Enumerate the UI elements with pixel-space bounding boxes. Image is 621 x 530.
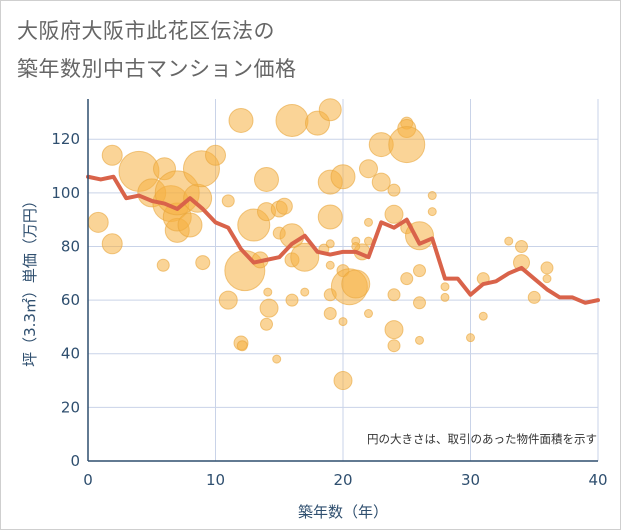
bubble-point [440,282,450,292]
bubble-point [542,274,552,284]
bubble-point [205,144,226,166]
y-tick-label: 20 [61,398,80,416]
bubble-point [527,290,541,304]
chart-annotation: 円の大きさは、取引のあった物件面積を示す [367,432,597,446]
bubble-point [101,144,123,166]
bubble-point [325,239,335,249]
bubble-point [466,333,475,343]
bubble-point [101,233,123,255]
chart-title-line-2: 築年数別中古マンション価格 [17,57,297,81]
bubble-point [275,103,309,137]
bubble-point [218,290,238,310]
bubble-point [388,126,426,164]
x-tick-label: 30 [461,471,480,489]
bubble-point [371,172,391,192]
y-tick-label: 60 [61,291,80,309]
axes [87,99,598,462]
y-tick-label: 100 [51,184,80,202]
chart-title-line-1: 大阪府大阪市此花区伝法の [17,19,275,43]
y-tick-label: 80 [61,237,80,255]
bubble-point [236,340,248,352]
bubble-point [290,242,320,272]
bubble-point [300,287,310,297]
bubble-point [259,298,279,318]
bubble-point [413,264,426,278]
bubble-point [413,296,426,310]
bubble-point [254,166,279,192]
bubble-point [440,292,450,302]
bubble-point [384,320,404,340]
bubble-point [338,317,348,327]
bubble-point [341,269,371,299]
bubble-point [221,194,235,208]
average-price-line [86,174,600,305]
bubble-point [364,309,373,319]
x-tick-label: 0 [83,471,93,489]
bubble-point [384,204,404,224]
bubble-point [427,207,437,217]
bubble-point [351,241,361,251]
bubble-point [263,287,273,297]
bubble-point [387,288,401,302]
bubble-point [515,239,528,253]
bubble-point [275,197,293,215]
tick-labels: 0 20 40 60 80 100 120 0 10 20 30 40 [51,130,607,489]
bubble-point [228,107,254,133]
y-axis-label: 坪（3.3㎡）単価（万円） [21,193,39,367]
bubble-layer [87,98,554,391]
bubble-point [156,258,170,272]
bubble-point [272,354,282,364]
bubble-point [400,272,414,286]
bubble-point [323,307,337,321]
bubble-point [333,371,353,391]
bubble-point [504,236,514,246]
bubble-point [87,211,109,233]
bubble-point [325,260,335,270]
bubble-point [260,317,273,331]
bubble-point [540,261,554,275]
bubble-point [387,183,401,197]
y-tick-label: 120 [51,130,80,148]
bubble-point [415,335,424,345]
bubble-point [285,293,299,307]
bubble-point [330,164,356,190]
bubble-point [513,254,530,272]
bubble-point [364,217,373,227]
bubble-point [317,204,343,230]
bubble-point [427,191,437,201]
y-tick-label: 0 [70,452,80,470]
line-layer [86,174,600,305]
bubble-point [387,339,401,353]
bubble-point [318,98,342,122]
x-tick-label: 40 [588,471,607,489]
bubble-point [177,212,203,238]
x-tick-label: 10 [206,471,225,489]
bubble-point [359,159,378,179]
bubble-point [195,255,211,271]
x-tick-label: 20 [333,471,352,489]
bubble-point [478,311,488,321]
y-tick-label: 40 [61,345,80,363]
x-axis-label: 築年数（年） [298,503,388,521]
